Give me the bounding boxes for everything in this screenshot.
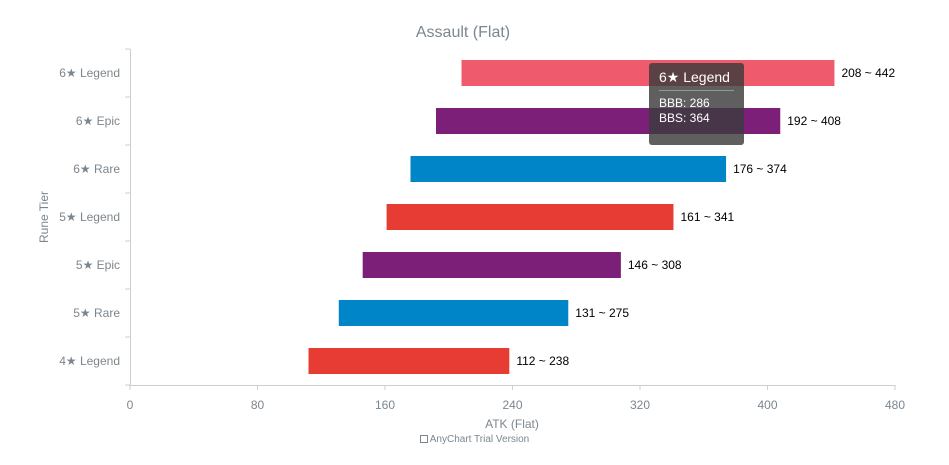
range-bars: [308, 60, 835, 374]
y-tick-label: 5★ Legend: [59, 210, 120, 224]
range-label: 161 ~ 341: [680, 210, 734, 224]
tooltip-title: 6★ Legend: [659, 68, 734, 91]
x-tick-label: 480: [885, 398, 905, 412]
range-bar[interactable]: [410, 156, 727, 182]
tooltip-line-bbs: BBS: 364: [659, 111, 710, 125]
range-label: 146 ~ 308: [628, 258, 682, 272]
y-tick-labels: 6★ Legend 6★ Epic 6★ Rare 5★ Legend 5★ Epic 5…: [59, 66, 120, 368]
y-tick-label: 4★ Legend: [59, 354, 120, 368]
trial-credit-text: AnyChart Trial Version: [429, 434, 530, 445]
trial-credit: AnyChart Trial Version: [0, 434, 949, 445]
range-label: 131 ~ 275: [575, 306, 629, 320]
x-axis-title: ATK (Flat): [485, 417, 539, 431]
range-bar[interactable]: [386, 204, 674, 230]
range-bar[interactable]: [338, 300, 569, 326]
y-tick-label: 5★ Epic: [76, 258, 120, 272]
x-tick-label: 160: [375, 398, 395, 412]
range-bar[interactable]: [362, 252, 621, 278]
y-tick-label: 6★ Rare: [73, 162, 120, 176]
y-tick-label: 5★ Rare: [73, 306, 120, 320]
x-tick-label: 400: [757, 398, 777, 412]
tooltip-line-bbb: BBB: 286: [659, 96, 710, 110]
x-tick-labels: 0 80 160 240 320 400 480: [127, 398, 906, 412]
x-tick-label: 320: [630, 398, 650, 412]
x-tick-label: 240: [502, 398, 522, 412]
range-label: 192 ~ 408: [787, 114, 841, 128]
range-label: 112 ~ 238: [516, 354, 569, 368]
y-tick-label: 6★ Epic: [76, 114, 120, 128]
x-tick-label: 0: [127, 398, 134, 412]
chart-title: Assault (Flat): [416, 24, 510, 41]
x-tick-label: 80: [251, 398, 265, 412]
y-axis-title: Rune Tier: [37, 191, 51, 243]
range-labels: 208 ~ 442 192 ~ 408 176 ~ 374 161 ~ 341 146 …: [516, 66, 895, 368]
chart-icon: [419, 435, 428, 443]
x-tick-marks: [129, 385, 896, 390]
y-tick-label: 6★ Legend: [59, 66, 120, 80]
range-bar[interactable]: [308, 348, 510, 374]
range-bar[interactable]: [461, 60, 835, 86]
y-tick-marks: [125, 48, 130, 386]
tooltip: 6★ Legend BBB: 286 BBS: 364: [649, 63, 744, 145]
range-label: 176 ~ 374: [733, 162, 787, 176]
range-label: 208 ~ 442: [841, 66, 895, 80]
